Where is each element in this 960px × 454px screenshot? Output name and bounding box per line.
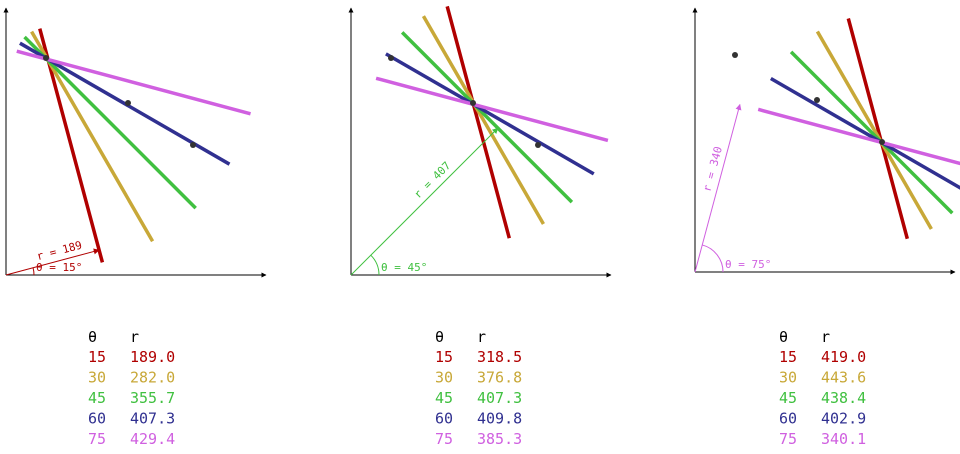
hough-line [789, 50, 954, 215]
table-header: r [130, 328, 139, 346]
hough-line [16, 49, 251, 116]
theta-arc [370, 254, 380, 276]
table-cell: 419.0 [821, 348, 866, 366]
hough-line [445, 5, 511, 239]
hough-line [400, 31, 574, 204]
table-cell: 30 [779, 369, 797, 387]
point [125, 100, 131, 106]
table-cell: 75 [779, 430, 797, 448]
table-cell: 15 [435, 348, 453, 366]
table-cell: 75 [88, 430, 106, 448]
r-arrow [350, 127, 499, 276]
table-cell: 402.9 [821, 410, 866, 428]
hough-line [38, 28, 105, 263]
hough-line [375, 76, 609, 143]
hough-line [23, 35, 197, 210]
table-cell: 443.6 [821, 369, 866, 387]
table-header: θ [435, 328, 444, 346]
table-cell: 45 [435, 389, 453, 407]
point [535, 142, 541, 148]
hough-line [815, 30, 933, 230]
table-cell: 282.0 [130, 369, 175, 387]
point [43, 55, 49, 61]
table-cell: 340.1 [821, 430, 866, 448]
hough-line [421, 15, 545, 225]
table-cell: 438.4 [821, 389, 866, 407]
table-cell: 60 [435, 410, 453, 428]
point [732, 52, 738, 58]
table-cell: 45 [779, 389, 797, 407]
point [879, 139, 885, 145]
point [470, 100, 476, 106]
table-cell: 75 [435, 430, 453, 448]
point [814, 97, 820, 103]
table-cell: 407.3 [130, 410, 175, 428]
table-cell: 385.3 [477, 430, 522, 448]
table-cell: 30 [435, 369, 453, 387]
table-cell: 15 [779, 348, 797, 366]
table-cell: 376.8 [477, 369, 522, 387]
table-header: r [821, 328, 830, 346]
point [388, 55, 394, 61]
hough-line [385, 52, 595, 176]
table-header: θ [779, 328, 788, 346]
table-cell: 409.8 [477, 410, 522, 428]
table-cell: 407.3 [477, 389, 522, 407]
hough-line [846, 18, 910, 240]
point [190, 142, 196, 148]
r-arrow [694, 103, 742, 273]
table-cell: 318.5 [477, 348, 522, 366]
hough-line [757, 107, 960, 166]
r-label: r = 340 [700, 145, 725, 193]
table-cell: 30 [88, 369, 106, 387]
r-label: r = 189 [35, 239, 83, 264]
theta-label: θ = 45° [381, 261, 427, 274]
table-cell: 60 [779, 410, 797, 428]
hough-line [769, 77, 960, 190]
r-label: r = 407 [411, 159, 453, 201]
table-cell: 60 [88, 410, 106, 428]
theta-label: θ = 15° [36, 261, 82, 274]
theta-arc [32, 267, 35, 276]
table-header: θ [88, 328, 97, 346]
table-cell: 15 [88, 348, 106, 366]
table-cell: 45 [88, 389, 106, 407]
table-cell: 429.4 [130, 430, 175, 448]
table-cell: 355.7 [130, 389, 175, 407]
r-arrow [5, 248, 100, 276]
theta-arc [702, 244, 724, 273]
theta-label: θ = 75° [725, 258, 771, 271]
table-cell: 189.0 [130, 348, 175, 366]
table-header: r [477, 328, 486, 346]
